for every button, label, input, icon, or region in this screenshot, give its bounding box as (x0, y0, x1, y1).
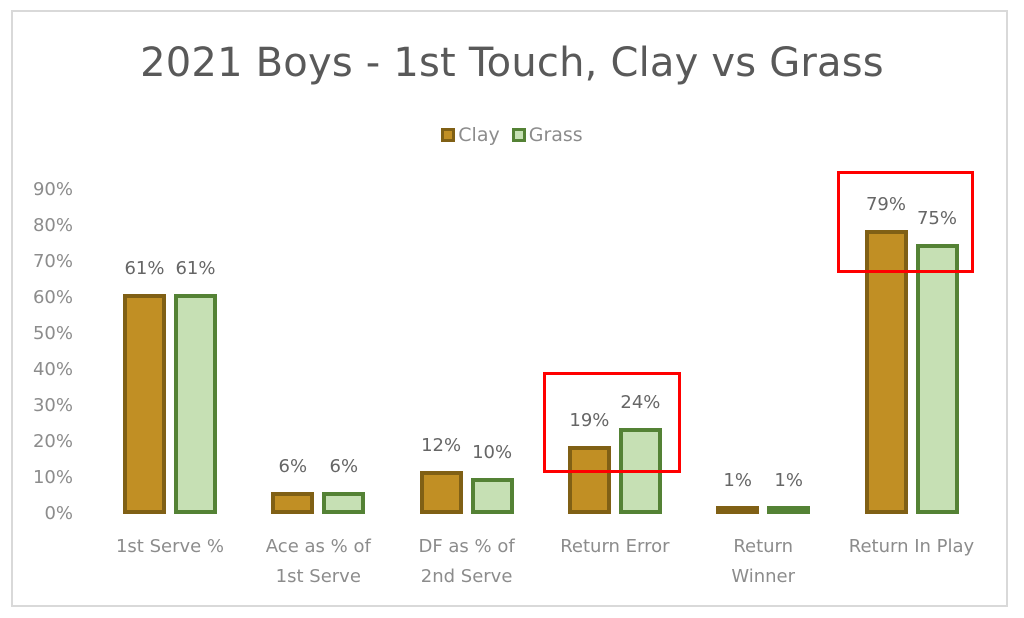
bar-clay (419, 470, 463, 514)
bar-clay (567, 445, 611, 514)
data-label: 61% (124, 258, 165, 280)
y-tick-label: 90% (32, 179, 73, 200)
data-label: 75% (916, 208, 957, 229)
data-label: 6% (278, 456, 308, 478)
x-category-label: Return Error (560, 536, 670, 557)
grass-swatch-icon (511, 128, 526, 142)
y-tick-label: 60% (32, 287, 73, 308)
bar-grass (174, 294, 217, 514)
data-label: 1% (723, 470, 752, 491)
data-label: 10% (472, 442, 513, 463)
x-category-label: Return In Play (848, 536, 975, 557)
data-label: 12% (421, 434, 462, 456)
bar-clay (271, 492, 315, 514)
y-tick-label: 0% (44, 503, 73, 524)
bar-clay (716, 506, 760, 514)
y-tick-label: 50% (32, 323, 73, 344)
bar-grass (322, 492, 366, 514)
data-label: 24% (620, 391, 661, 413)
legend-label-grass: Grass (528, 124, 583, 146)
chart-title: 2021 Boys - 1st Touch, Clay vs Grass (140, 40, 884, 86)
y-tick-label: 10% (32, 467, 73, 488)
legend-label-clay: Clay (458, 124, 500, 146)
data-label: 1% (774, 470, 803, 491)
y-tick-label: 20% (32, 431, 73, 452)
legend-item-grass: Grass (511, 124, 583, 146)
data-label: 61% (175, 258, 216, 280)
bar-clay (123, 294, 166, 514)
x-category-label: 1st Serve % (115, 536, 225, 557)
bar-grass (767, 506, 811, 514)
x-category-label: DF as % of 2nd Serve (418, 536, 515, 587)
data-label: 19% (569, 409, 610, 431)
bar-grass (470, 478, 514, 514)
y-tick-label: 30% (32, 395, 73, 416)
data-label: 6% (329, 456, 359, 478)
legend: Clay Grass (0, 124, 1024, 146)
bar-clay (864, 229, 908, 514)
y-tick-label: 70% (32, 251, 73, 272)
highlight-box (837, 171, 974, 273)
x-category-label: Ace as % of 1st Serve (265, 536, 371, 587)
x-category-label: Return Winner (731, 536, 796, 587)
clay-swatch-icon (441, 128, 456, 142)
highlight-box (543, 372, 681, 473)
y-tick-label: 40% (32, 359, 73, 380)
data-label: 79% (865, 193, 906, 215)
legend-item-clay: Clay (441, 124, 500, 146)
bar-grass (915, 244, 959, 514)
y-tick-label: 80% (32, 215, 73, 236)
